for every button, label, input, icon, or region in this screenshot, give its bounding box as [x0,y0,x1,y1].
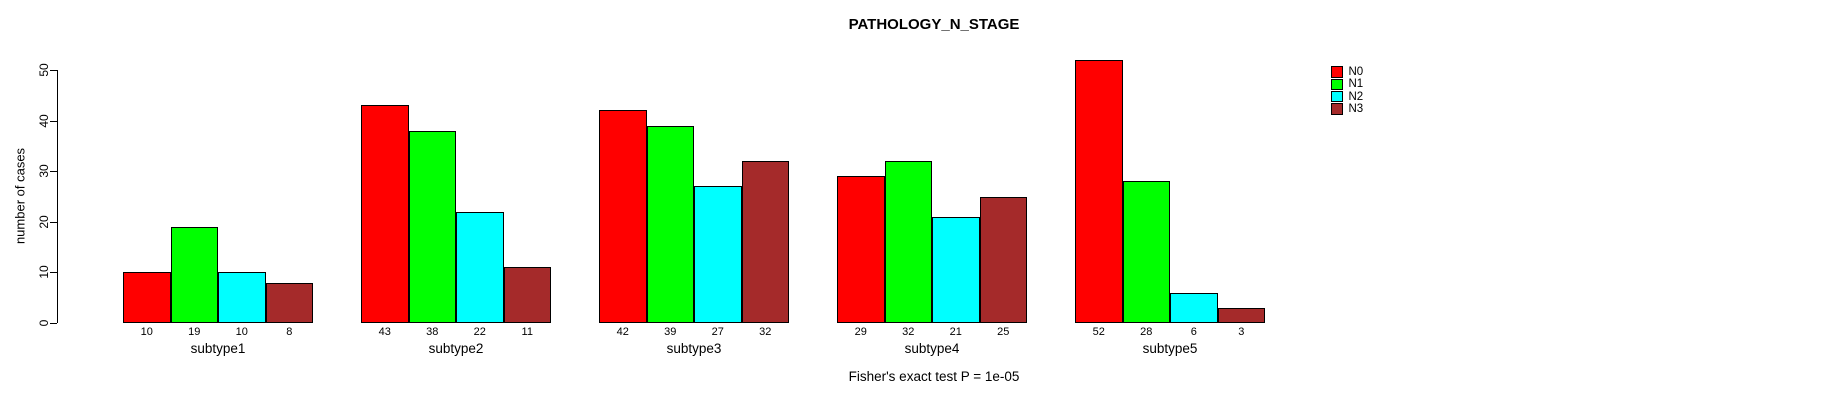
bar-subtype5-N2 [1170,292,1218,323]
bar-value-label: 43 [378,326,391,338]
group-label-subtype4: subtype4 [904,341,960,356]
bar-value-label: 29 [854,326,867,338]
bar-subtype4-N1 [884,161,932,323]
bar-value-label: 32 [759,326,772,338]
y-tick-label: 30 [37,164,51,178]
bar-subtype2-N3 [503,267,551,323]
legend-row-N2: N2 [1331,91,1363,103]
bar-subtype1-N1 [170,226,218,323]
group-label-subtype3: subtype3 [666,341,722,356]
y-tick-mark [50,120,57,122]
legend-row-N3: N3 [1331,103,1363,115]
y-axis-line [57,70,58,323]
y-tick-label: 0 [37,319,51,327]
bar-subtype3-N0 [599,110,647,323]
bar-subtype2-N1 [408,130,456,323]
bar-value-label: 19 [188,326,201,338]
y-tick-label: 50 [37,63,51,77]
bar-value-label: 42 [616,326,629,338]
bar-subtype3-N2 [694,186,742,323]
stat-test-caption: Fisher's exact test P = 1e-05 [848,369,1020,384]
y-tick-mark [50,323,57,324]
bar-subtype5-N0 [1075,59,1123,323]
legend-label: N0 [1348,66,1364,79]
legend-swatch-N1 [1331,78,1343,91]
y-tick-label: 10 [37,265,51,280]
y-tick-mark [50,221,57,223]
group-label-subtype2: subtype2 [428,341,484,356]
bar-subtype3-N3 [741,161,789,323]
bar-value-label: 52 [1092,326,1105,338]
legend-label: N1 [1348,78,1364,91]
bar-subtype5-N3 [1217,307,1265,323]
legend-row-N0: N0 [1331,66,1363,78]
chart-title: PATHOLOGY_N_STAGE [848,16,1020,33]
legend: N0 N1 N2 N3 [1331,66,1363,115]
bar-value-label: 3 [1238,326,1245,338]
bar-subtype1-N0 [123,272,171,323]
bar-subtype3-N1 [646,125,694,323]
legend-row-N1: N1 [1331,78,1363,90]
bar-subtype1-N3 [265,282,313,323]
bar-value-label: 28 [1140,326,1153,338]
bar-value-label: 21 [949,326,962,338]
y-tick-label: 40 [37,113,51,128]
y-axis-label: number of cases [12,147,28,245]
bar-value-label: 25 [997,326,1010,338]
group-label-subtype5: subtype5 [1142,341,1198,356]
bar-value-label: 11 [521,326,533,338]
bar-subtype5-N1 [1122,181,1170,323]
bar-value-label: 39 [664,326,677,338]
bar-value-label: 32 [902,326,915,338]
group-label-subtype1: subtype1 [190,341,246,356]
y-tick-label: 20 [37,215,51,229]
legend-swatch-N0 [1331,66,1343,78]
legend-swatch-N3 [1331,103,1343,115]
y-tick-mark [50,70,57,71]
legend-swatch-N2 [1331,90,1343,103]
bar-value-label: 6 [1190,326,1197,338]
legend-label: N3 [1348,103,1364,116]
bar-subtype4-N0 [837,176,885,323]
bar-subtype2-N0 [361,105,409,323]
bar-value-label: 27 [711,326,724,338]
bar-value-label: 38 [426,326,439,338]
bar-subtype4-N3 [979,196,1027,323]
bar-value-label: 22 [473,326,486,338]
bar-subtype2-N2 [456,211,504,323]
bar-subtype4-N2 [932,216,980,323]
legend-label: N2 [1348,90,1364,103]
y-tick-mark [50,171,57,173]
bar-value-label: 10 [140,326,153,338]
bar-subtype1-N2 [218,272,266,323]
bar-value-label: 8 [286,326,293,338]
bar-value-label: 10 [235,326,248,338]
y-tick-mark [50,272,57,274]
